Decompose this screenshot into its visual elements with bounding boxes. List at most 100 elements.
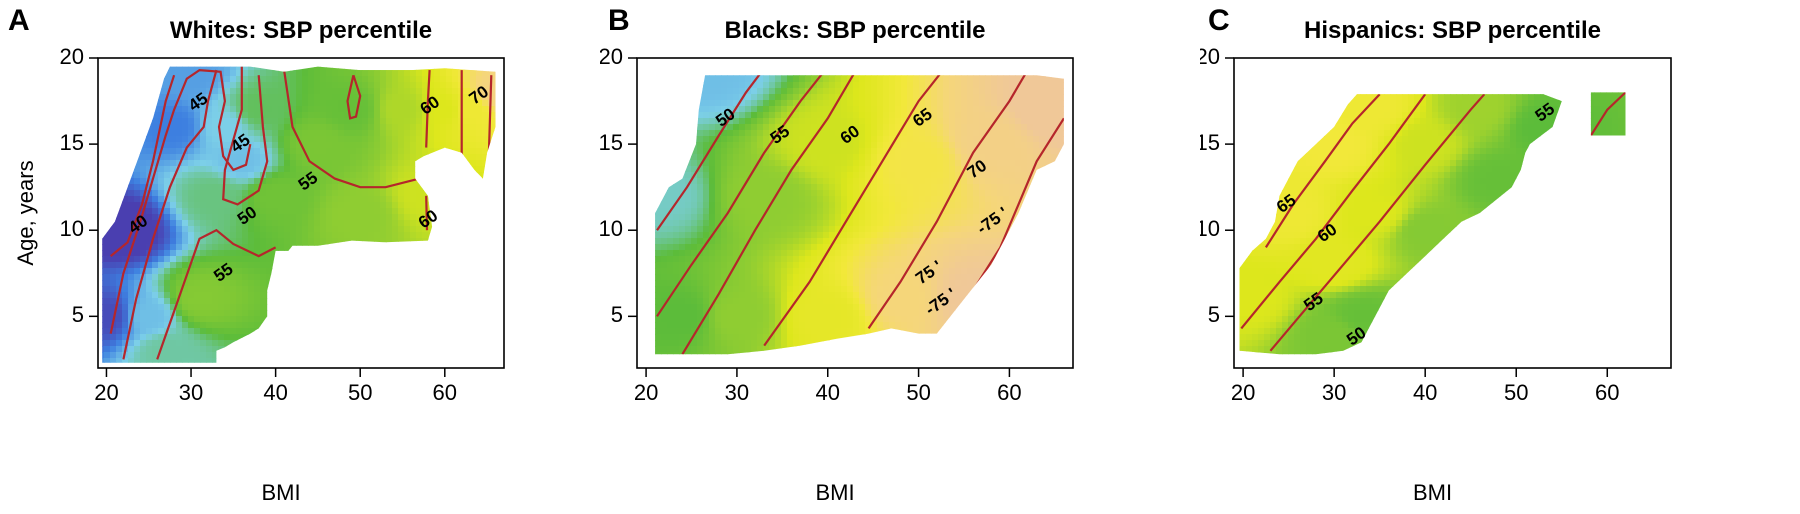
heat-cell [386, 280, 393, 287]
heat-cell [206, 298, 213, 305]
heat-cell [673, 130, 680, 137]
heat-cell [781, 202, 788, 209]
heat-cell [739, 238, 746, 245]
heat-cell [134, 232, 141, 239]
heat-cell [158, 178, 165, 185]
heat-cell [428, 118, 435, 125]
heat-cell [140, 316, 147, 323]
heat-cell [102, 100, 105, 107]
heat-cell [476, 328, 483, 335]
heat-cell [715, 196, 722, 203]
heat-cell [745, 340, 752, 347]
heat-cell [140, 352, 147, 359]
heat-cell [685, 94, 692, 101]
heat-cell [685, 220, 692, 227]
heat-cell [673, 280, 680, 287]
heat-cell [392, 208, 399, 215]
heat-cell [673, 154, 680, 161]
heat-cell [320, 328, 327, 335]
heat-cell [116, 316, 123, 323]
heat-cell [290, 274, 297, 281]
heat-cell [721, 196, 728, 203]
contour-line [283, 69, 420, 189]
heat-cell [380, 76, 387, 83]
heat-cell [350, 82, 357, 89]
heat-cell [679, 334, 686, 341]
heat-cell [284, 328, 291, 335]
heat-cell [230, 316, 237, 323]
heat-cell [685, 250, 692, 257]
heat-cell [392, 94, 399, 101]
heat-cell [206, 184, 213, 191]
heat-cell [697, 232, 704, 239]
heat-cell [338, 328, 345, 335]
heat-cell [344, 268, 351, 275]
heat-cell [206, 262, 213, 269]
heat-cell [476, 76, 483, 83]
heat-cell [392, 106, 399, 113]
heat-cell [787, 166, 794, 173]
heat-cell [637, 238, 644, 245]
heat-cell [134, 112, 141, 119]
heat-cell [404, 316, 411, 323]
heat-cell [356, 142, 363, 149]
heat-cell [709, 94, 716, 101]
heat-cell [152, 298, 159, 305]
heat-cell [488, 160, 495, 167]
heat-cell [212, 286, 219, 293]
heat-cell [344, 112, 351, 119]
heat-cell [763, 172, 770, 179]
heat-cell [697, 166, 704, 173]
heat-cell [176, 352, 183, 359]
heat-cell [158, 66, 165, 71]
heat-cell [416, 298, 423, 305]
heat-cell [691, 340, 698, 347]
heat-cell [350, 66, 357, 71]
heat-cell [110, 340, 117, 347]
heat-cell [212, 262, 219, 269]
heat-cell [146, 76, 153, 83]
heat-cell [338, 70, 345, 77]
heat-cell [697, 82, 704, 89]
heat-cell [116, 178, 123, 185]
heat-cell [476, 244, 483, 251]
heat-cell [655, 184, 656, 191]
heat-cell [176, 328, 183, 335]
heat-cell [194, 358, 201, 363]
heat-cell [422, 286, 429, 293]
heat-cell [170, 70, 177, 77]
heat-cell [787, 190, 794, 197]
heat-cell [170, 250, 177, 257]
heat-cell [434, 154, 441, 161]
heat-cell [452, 226, 459, 233]
heat-cell [685, 256, 692, 263]
heat-cell [308, 250, 315, 257]
heat-cell [488, 268, 495, 275]
heat-cell [338, 88, 345, 95]
heat-cell [440, 142, 447, 149]
heat-cell [661, 130, 668, 137]
heat-cell [709, 214, 716, 221]
heat-cell [446, 196, 453, 203]
heat-cell [308, 334, 315, 341]
heat-cell [763, 100, 770, 107]
heat-cell [392, 304, 399, 311]
heat-cell [116, 166, 123, 173]
heat-cell [248, 220, 255, 227]
contour-line [487, 75, 493, 157]
heat-cell [464, 298, 471, 305]
heat-cell [769, 178, 776, 185]
heat-cell [476, 352, 483, 359]
heat-cell [158, 202, 165, 209]
heat-cell [787, 202, 794, 209]
heat-cell [374, 310, 381, 317]
heat-cell [158, 334, 165, 341]
heat-cell [464, 184, 471, 191]
heat-cell [727, 142, 734, 149]
heat-cell [248, 232, 255, 239]
heat-cell [164, 160, 171, 167]
heat-cell [368, 70, 375, 77]
heat-cell [236, 66, 243, 71]
heat-cell [302, 178, 309, 185]
heat-cell [284, 160, 291, 167]
